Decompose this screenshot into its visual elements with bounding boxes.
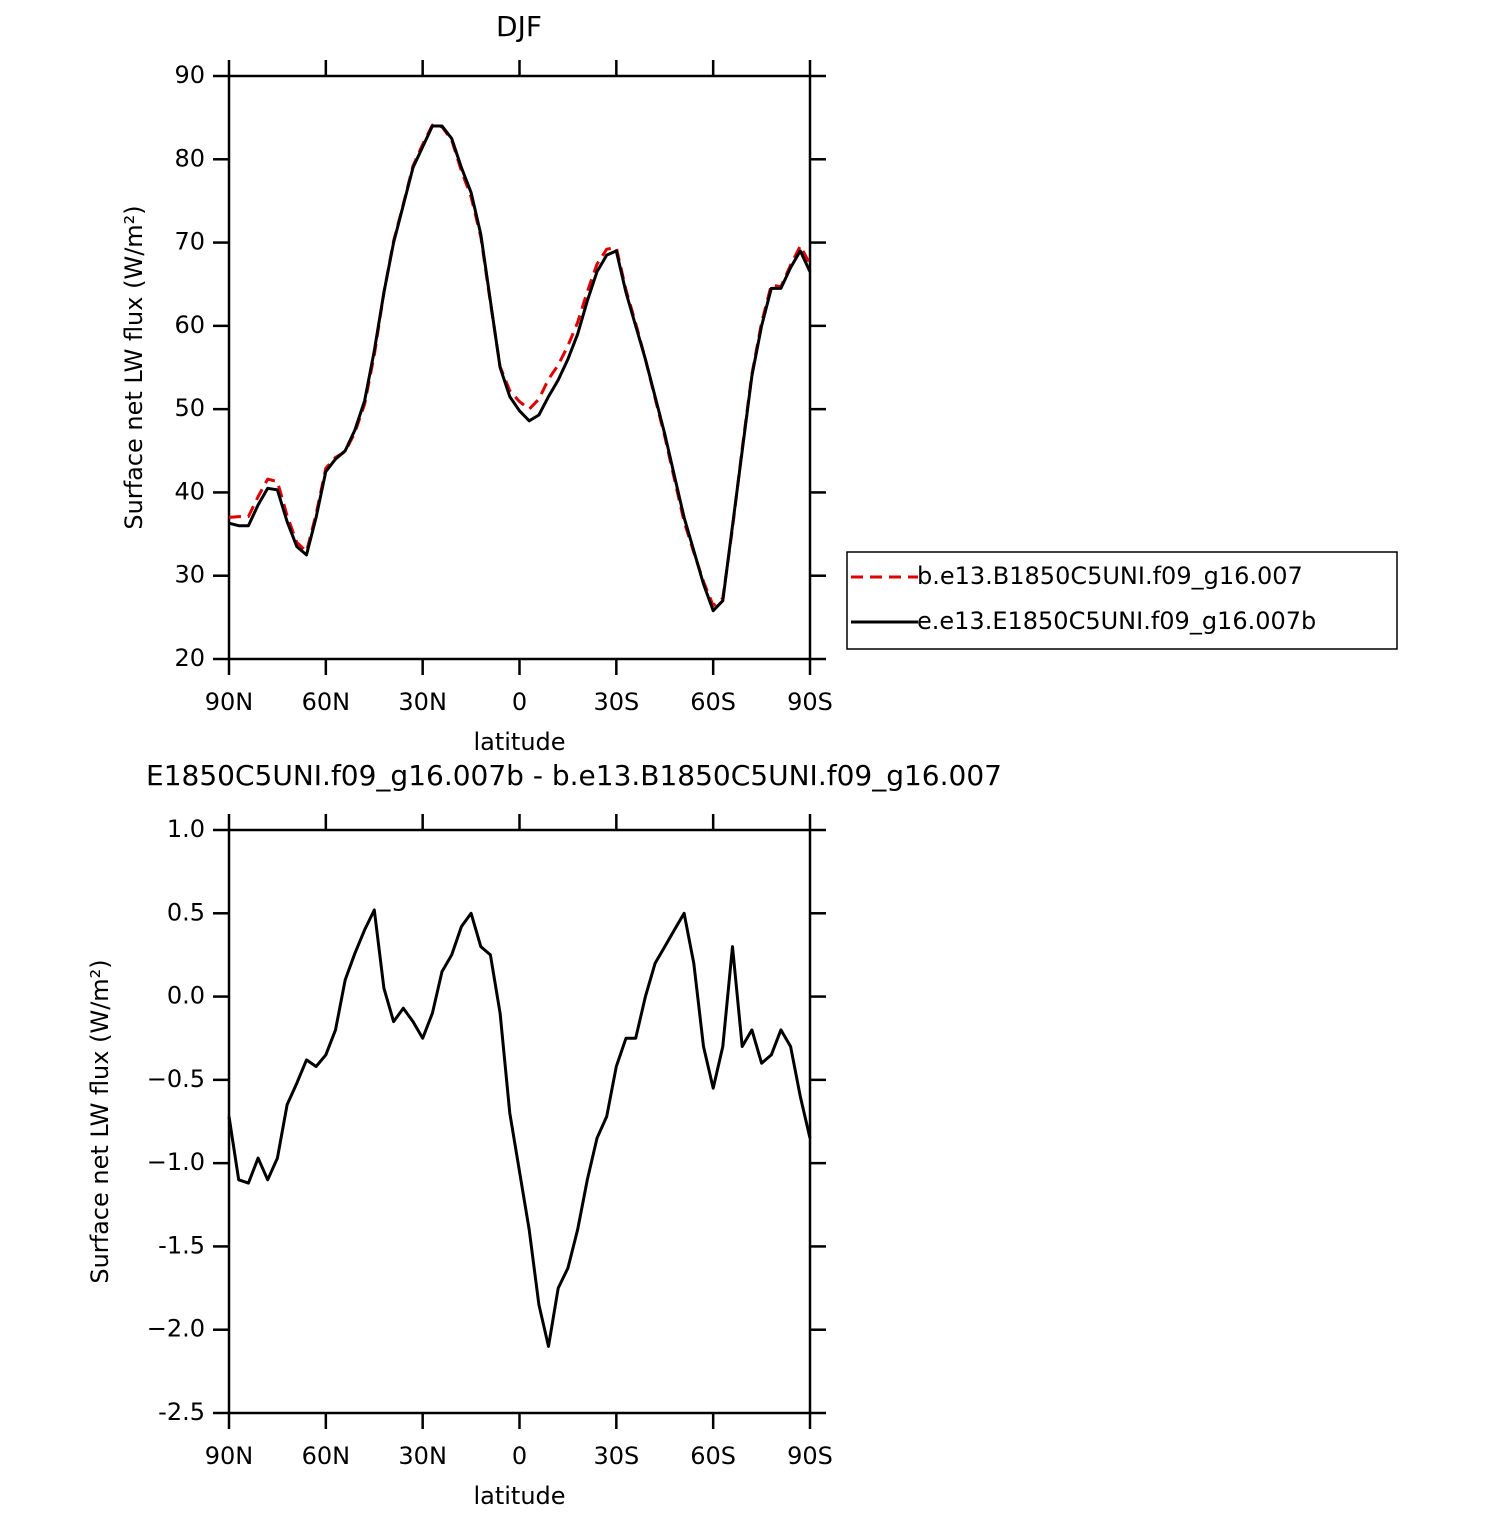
data-line	[228, 123, 812, 608]
y-tick-label: 0.0	[167, 982, 205, 1010]
y-axis-label: Surface net LW flux (W/m²)	[120, 205, 148, 529]
data-line	[227, 908, 812, 1348]
x-tick-label: 60N	[302, 1442, 351, 1470]
y-tick-label: −0.5	[147, 1065, 205, 1093]
data-line	[228, 124, 812, 613]
x-tick-label: 90N	[205, 1442, 254, 1470]
x-tick-label: 90S	[787, 1442, 833, 1470]
y-tick-label: 60	[174, 311, 205, 339]
x-tick-label: 30N	[398, 1442, 447, 1470]
x-tick-label: 30S	[593, 688, 639, 716]
y-tick-label: −1.0	[147, 1148, 205, 1176]
plot-frame	[227, 828, 812, 1415]
x-axis-label: latitude	[473, 1482, 565, 1510]
x-tick-label: 30N	[398, 688, 447, 716]
x-tick-label: 60S	[690, 1442, 736, 1470]
x-tick-label: 90S	[787, 688, 833, 716]
y-tick-label: -1.5	[158, 1231, 205, 1259]
plot-frame	[227, 74, 812, 661]
y-tick-label: 40	[174, 477, 205, 505]
y-tick-label: −2.0	[147, 1315, 205, 1343]
y-tick-label: 1.0	[167, 815, 205, 843]
y-tick-label: 0.5	[167, 898, 205, 926]
chart-title: E1850C5UNI.f09_g16.007b - b.e13.B1850C5U…	[146, 759, 1002, 792]
x-tick-label: 90N	[205, 688, 254, 716]
x-tick-label: 0	[512, 1442, 527, 1470]
y-tick-label: 80	[174, 144, 205, 172]
legend-label: b.e13.B1850C5UNI.f09_g16.007	[917, 562, 1303, 590]
x-tick-label: 60N	[302, 688, 351, 716]
y-tick-label: 50	[174, 394, 205, 422]
legend-box	[846, 551, 1398, 650]
y-axis-label: Surface net LW flux (W/m²)	[86, 959, 114, 1283]
x-tick-label: 60S	[690, 688, 736, 716]
chart-title: DJF	[496, 10, 542, 43]
y-tick-label: 90	[174, 61, 205, 89]
y-tick-label: 70	[174, 228, 205, 256]
y-tick-label: -2.5	[158, 1398, 205, 1426]
x-tick-label: 30S	[593, 1442, 639, 1470]
y-tick-label: 20	[174, 644, 205, 672]
legend-label: e.e13.E1850C5UNI.f09_g16.007b	[917, 607, 1316, 635]
y-tick-label: 30	[174, 561, 205, 589]
x-axis-label: latitude	[473, 728, 565, 756]
x-tick-label: 0	[512, 688, 527, 716]
